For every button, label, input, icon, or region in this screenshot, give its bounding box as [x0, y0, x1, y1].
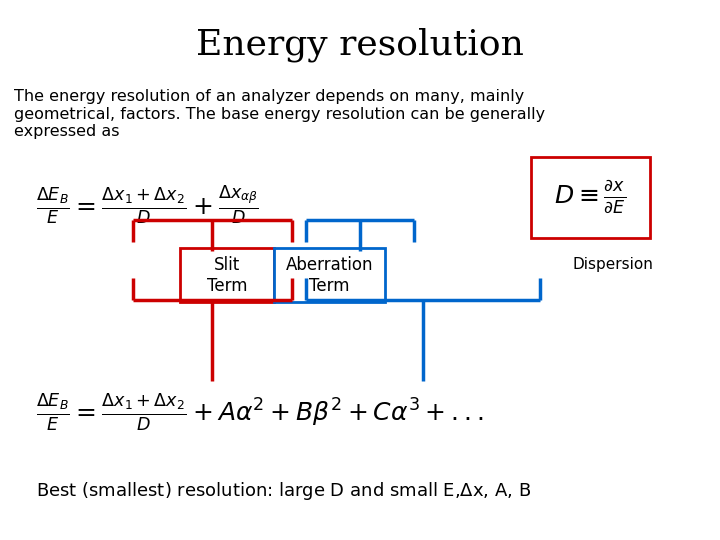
FancyBboxPatch shape	[531, 157, 649, 238]
Text: Energy resolution: Energy resolution	[196, 27, 524, 62]
Text: $\frac{\Delta E_B}{E} = \frac{\Delta x_1 + \Delta x_2}{D} + A\alpha^2 + B\beta^2: $\frac{\Delta E_B}{E} = \frac{\Delta x_1…	[36, 393, 483, 434]
Text: Aberration
Term: Aberration Term	[286, 256, 373, 295]
Text: The energy resolution of an analyzer depends on many, mainly
geometrical, factor: The energy resolution of an analyzer dep…	[14, 89, 546, 139]
Text: $D \equiv \frac{\partial x}{\partial E}$: $D \equiv \frac{\partial x}{\partial E}$	[554, 179, 626, 215]
Text: Best (smallest) resolution: large D and small E,$\Delta$x, A, B: Best (smallest) resolution: large D and …	[36, 480, 531, 502]
FancyBboxPatch shape	[180, 248, 274, 302]
FancyBboxPatch shape	[274, 248, 385, 302]
Text: Dispersion: Dispersion	[572, 256, 653, 272]
Text: Slit
Term: Slit Term	[207, 256, 247, 295]
Text: $\frac{\Delta E_B}{E} = \frac{\Delta x_1 + \Delta x_2}{D} + \frac{\Delta x_{\alp: $\frac{\Delta E_B}{E} = \frac{\Delta x_1…	[36, 184, 259, 227]
